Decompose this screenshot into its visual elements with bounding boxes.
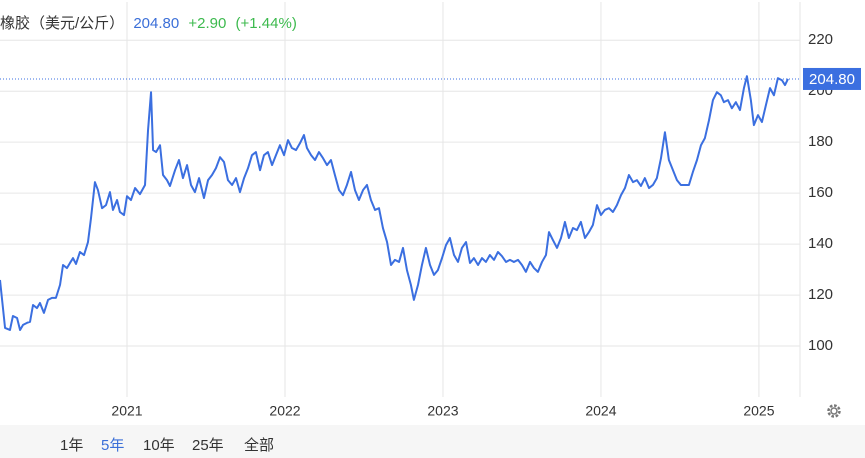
y-tick-label: 120 [808, 286, 833, 303]
y-tick-label: 160 [808, 184, 833, 201]
title: 橡胶（美元/公斤） [0, 15, 125, 32]
y-tick-label: 220 [808, 31, 833, 48]
range-bar: 1年 5年 10年 25年 全部 [0, 425, 865, 458]
change-pct: (+1.44%) [235, 15, 297, 32]
settings-icon[interactable] [824, 401, 844, 421]
y-tick-label: 180 [808, 133, 833, 150]
range-button[interactable]: 1年 [60, 437, 84, 454]
x-tick-label: 2024 [585, 403, 616, 419]
price: 204.80 [133, 15, 180, 32]
range-button[interactable]: 全部 [244, 437, 275, 454]
price-line [0, 75, 789, 331]
y-tick-label: 140 [808, 235, 833, 252]
change: +2.90 [188, 15, 227, 32]
x-tick-label: 2023 [427, 403, 458, 419]
last-value-label: 204.80 [809, 71, 855, 88]
x-tick-label: 2025 [743, 403, 774, 419]
x-tick-label: 2022 [269, 403, 300, 419]
range-button[interactable]: 25年 [192, 437, 224, 454]
range-button[interactable]: 10年 [143, 437, 175, 454]
x-tick-label: 2021 [111, 403, 142, 419]
y-tick-label: 100 [808, 337, 833, 354]
last-value-box [803, 67, 861, 90]
range-button[interactable]: 5年 [101, 437, 125, 454]
header: 橡胶（美元/公斤） 204.80 +2.90 (+1.44%) [0, 12, 302, 33]
